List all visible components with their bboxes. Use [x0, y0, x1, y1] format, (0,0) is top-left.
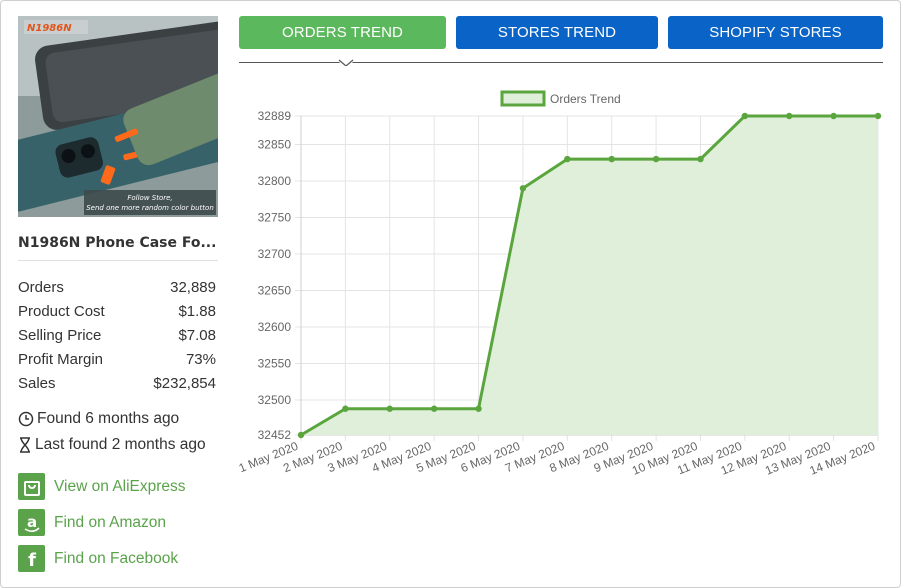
- last-found-text: Last found 2 months ago: [35, 436, 206, 453]
- facebook-icon: f: [18, 545, 45, 572]
- stat-label: Product Cost: [18, 303, 105, 320]
- y-tick-label: 32550: [258, 356, 292, 370]
- facebook-link-label[interactable]: Find on Facebook: [54, 549, 179, 567]
- active-tab-caret-icon: [337, 59, 354, 66]
- y-tick-label: 32700: [258, 247, 292, 261]
- series-area-orders-trend: [301, 116, 878, 435]
- data-point[interactable]: [519, 185, 527, 192]
- data-point[interactable]: [697, 155, 704, 163]
- tab-stores-trend[interactable]: STORES TREND: [456, 16, 658, 49]
- stat-profit-margin: Profit Margin 73%: [18, 351, 216, 375]
- svg-text:a: a: [26, 513, 36, 531]
- stat-value: 73%: [185, 351, 216, 368]
- data-point[interactable]: [564, 155, 571, 163]
- image-brand-text: N1986N: [27, 23, 72, 34]
- y-tick-label: 32452: [258, 428, 292, 442]
- y-tick-label: 32650: [258, 283, 292, 297]
- data-point[interactable]: [830, 112, 837, 120]
- svg-text:f: f: [28, 550, 36, 569]
- amazon-link-label[interactable]: Find on Amazon: [54, 513, 167, 531]
- chart-legend[interactable]: Orders Trend: [500, 90, 621, 107]
- stat-sales: Sales $232,854: [18, 375, 216, 399]
- chart-points: [297, 112, 882, 439]
- data-point[interactable]: [874, 112, 882, 120]
- stat-label: Orders: [18, 279, 64, 296]
- y-tick-label: 32600: [258, 320, 292, 334]
- y-axis-ticks: 32452 32500 32550 32600 32650 32700 32750 32800…: [258, 109, 292, 442]
- tab-orders-trend[interactable]: ORDERS TREND: [239, 16, 446, 49]
- data-point[interactable]: [297, 431, 305, 439]
- stat-value: $1.88: [178, 303, 216, 320]
- stat-product-cost: Product Cost $1.88: [18, 303, 216, 327]
- data-point[interactable]: [608, 155, 615, 163]
- clock-icon: [18, 411, 34, 427]
- hourglass-icon: [20, 437, 30, 453]
- stat-value: $7.08: [178, 327, 216, 344]
- stat-orders: Orders 32,889: [18, 279, 216, 303]
- stat-value: 32,889: [170, 279, 216, 296]
- product-image[interactable]: N1986N Follow Store, Send one more rando…: [18, 16, 218, 217]
- title-divider: [18, 260, 218, 261]
- data-point[interactable]: [741, 112, 749, 120]
- product-stats: Orders 32,889 Product Cost $1.88 Selling…: [18, 279, 216, 399]
- legend-swatch: [500, 90, 546, 107]
- image-caption-2: Send one more random color button: [86, 204, 214, 212]
- image-caption-1: Follow Store,: [127, 194, 172, 202]
- stat-selling-price: Selling Price $7.08: [18, 327, 216, 351]
- data-point[interactable]: [430, 405, 438, 412]
- phone-case-image: N1986N Follow Store, Send one more rando…: [18, 16, 218, 217]
- stat-label: Sales: [18, 375, 56, 392]
- stat-label: Selling Price: [18, 327, 102, 344]
- find-on-amazon-link[interactable]: a Find on Amazon: [18, 509, 166, 536]
- y-tick-label: 32800: [258, 174, 292, 188]
- amazon-icon: a: [18, 509, 45, 536]
- last-found-row: Last found 2 months ago: [18, 436, 206, 454]
- data-point[interactable]: [786, 112, 793, 120]
- data-point[interactable]: [475, 405, 482, 412]
- view-on-aliexpress-link[interactable]: View on AliExpress: [18, 473, 186, 500]
- found-row: Found 6 months ago: [18, 410, 179, 428]
- y-tick-label: 32889: [258, 109, 292, 123]
- tab-shopify-stores[interactable]: SHOPIFY STORES: [668, 16, 883, 49]
- find-on-facebook-link[interactable]: f Find on Facebook: [18, 545, 178, 572]
- y-tick-label: 32500: [258, 393, 292, 407]
- y-tick-label: 32750: [258, 210, 292, 224]
- found-text: Found 6 months ago: [37, 410, 180, 427]
- stat-value: $232,854: [153, 375, 216, 392]
- y-tick-label: 32850: [258, 137, 292, 151]
- aliexpress-link-label[interactable]: View on AliExpress: [54, 477, 186, 495]
- stat-label: Profit Margin: [18, 351, 104, 368]
- data-point[interactable]: [652, 155, 660, 163]
- orders-trend-chart: 32452 32500 32550 32600 32650 32700 32750 32800…: [239, 90, 882, 478]
- product-title[interactable]: N1986N Phone Case Fo...: [18, 235, 217, 251]
- data-point[interactable]: [386, 405, 393, 412]
- legend-label: Orders Trend: [550, 92, 621, 106]
- shopping-bag-icon: [18, 473, 45, 500]
- series-line-orders-trend: [300, 114, 878, 437]
- data-point[interactable]: [342, 405, 349, 412]
- tab-underline: [239, 62, 883, 63]
